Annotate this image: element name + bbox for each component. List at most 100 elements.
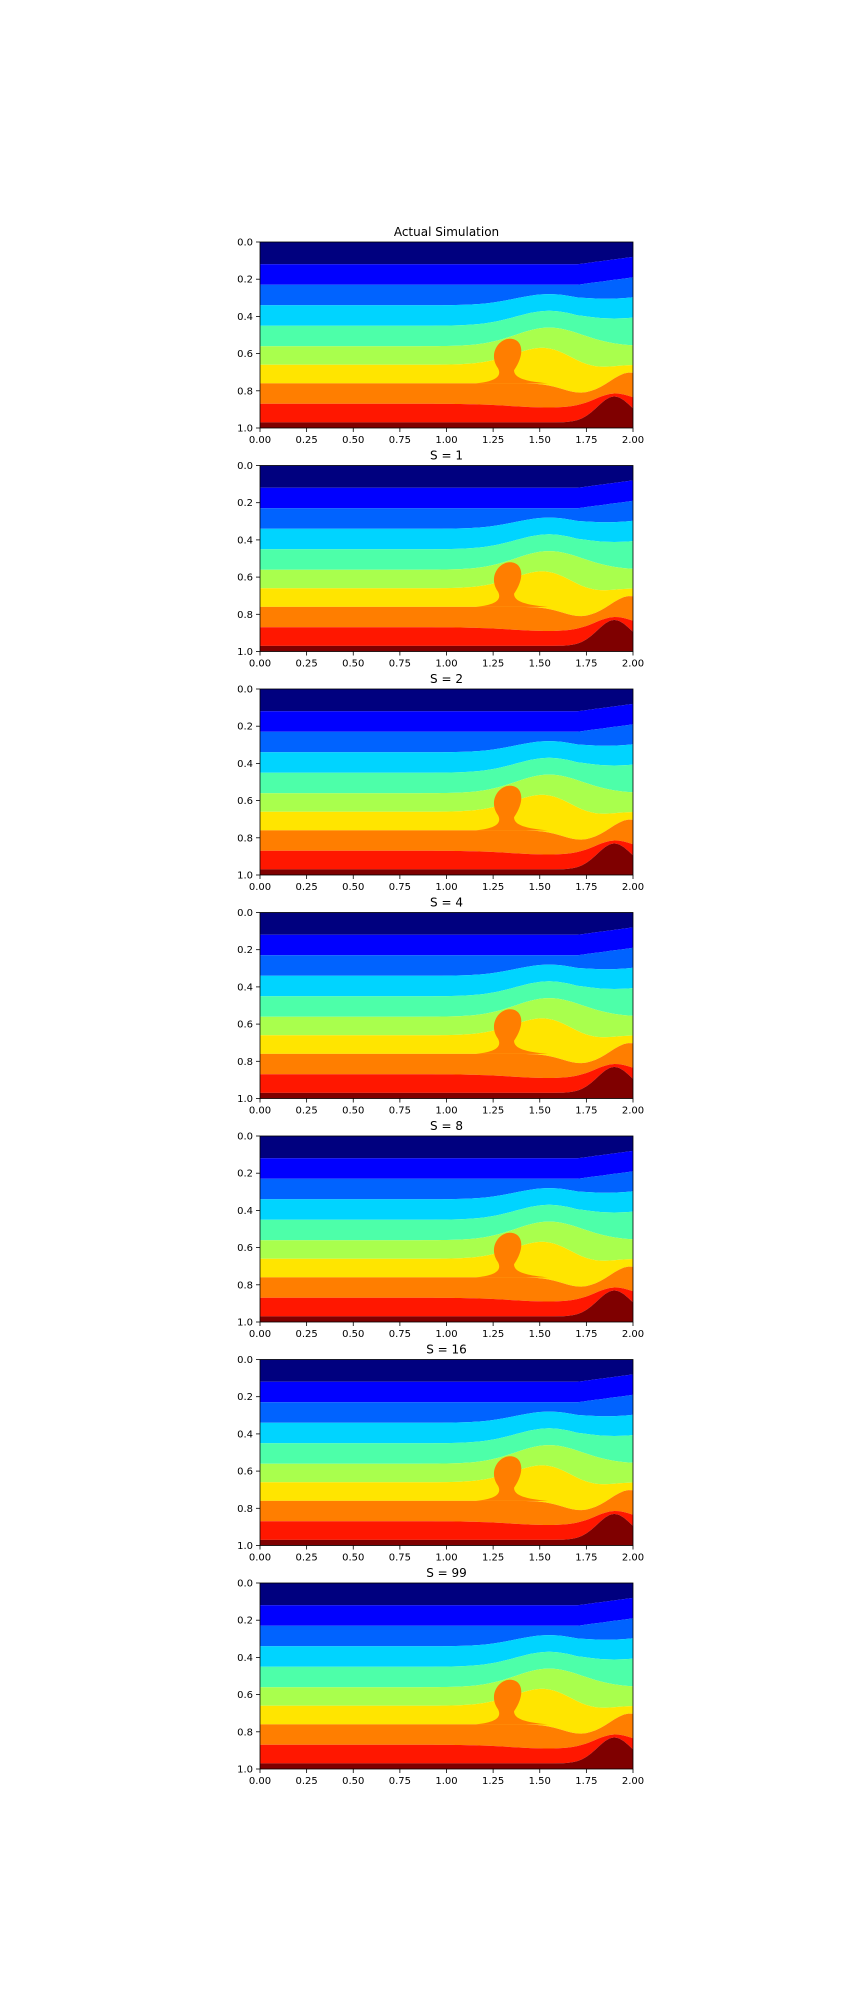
x-tick-label: 0.50 (342, 659, 364, 670)
x-tick-label: 0.50 (342, 1329, 364, 1340)
contour-band-6 (260, 774, 633, 814)
contour-band-3 (260, 277, 633, 306)
subplot-2: S = 1 0.00 0.25 0.50 0.75 1.00 1.25 1.50 1.75 2.0… (237, 449, 644, 670)
contour-bands (260, 912, 633, 1099)
contour-band-8 (260, 372, 633, 408)
x-tick-label: 0.75 (389, 435, 411, 446)
y-tick-label: 0.2 (237, 498, 253, 509)
y-tick-label: 0.2 (237, 275, 253, 286)
contour-band-6 (260, 1668, 633, 1708)
x-tick-label: 1.00 (435, 1776, 457, 1787)
x-tick-label: 2.00 (622, 1106, 644, 1117)
y-tick-label: 1.0 (237, 424, 253, 435)
x-tick-label: 0.50 (342, 1106, 364, 1117)
x-tick-label: 0.75 (389, 1329, 411, 1340)
x-tick-label: 1.00 (435, 1106, 457, 1117)
x-tick-label: 1.75 (575, 1329, 597, 1340)
x-tick-label: 1.00 (435, 1553, 457, 1564)
x-tick-label: 0.75 (389, 1106, 411, 1117)
contour-band-9 (260, 393, 633, 423)
plume (476, 1232, 549, 1278)
contour-band-9 (260, 1064, 633, 1093)
contour-band-6 (260, 327, 633, 367)
y-tick-label: 0.6 (237, 1690, 253, 1701)
contour-band-1 (260, 242, 633, 265)
x-tick-label: 1.75 (575, 882, 597, 893)
x-tick-label: 0.00 (249, 1776, 271, 1787)
x-tick-label: 1.50 (529, 659, 551, 670)
y-tick-label: 0.4 (237, 535, 253, 546)
y-tick-label: 0.8 (237, 386, 253, 397)
y-tick-label: 0.8 (237, 610, 253, 621)
contour-band-4 (260, 964, 633, 997)
y-tick-label: 0.4 (237, 312, 253, 323)
x-tick-label: 1.25 (482, 1553, 504, 1564)
contour-bands (260, 1136, 633, 1322)
subplot-5: S = 8 0.00 0.25 0.50 0.75 1.00 1.25 1.50 1.75 2.0… (237, 1119, 644, 1340)
x-tick-label: 1.75 (575, 659, 597, 670)
x-tick-label: 1.50 (529, 435, 551, 446)
y-tick-label: 0.0 (237, 1355, 253, 1366)
plume (476, 338, 549, 384)
contour-band-2 (260, 1150, 633, 1179)
contour-band-2 (260, 256, 633, 285)
subplot-title: S = 1 (430, 449, 463, 463)
x-tick-label: 0.00 (249, 882, 271, 893)
contour-band-8 (260, 819, 633, 855)
contour-band-2 (260, 480, 633, 509)
x-tick-label: 1.25 (482, 435, 504, 446)
x-tick-label: 1.25 (482, 1329, 504, 1340)
contour-band-2 (260, 927, 633, 956)
y-tick-label: 0.8 (237, 1504, 253, 1515)
contour-band-3 (260, 1394, 633, 1423)
contour-band-1 (260, 1136, 633, 1159)
y-tick-label: 0.6 (237, 1020, 253, 1031)
subplot-3: S = 2 0.00 0.25 0.50 0.75 1.00 1.25 1.50 1.75 2.0… (237, 672, 644, 893)
contour-band-7 (260, 1688, 633, 1734)
y-tick-label: 0.4 (237, 1653, 253, 1664)
plume (476, 1679, 549, 1725)
y-tick-label: 0.6 (237, 349, 253, 360)
subplot-6: S = 16 0.00 0.25 0.50 0.75 1.00 1.25 1.50 1.75 2.… (237, 1343, 644, 1564)
x-tick-label: 0.75 (389, 882, 411, 893)
x-tick-label: 0.50 (342, 1776, 364, 1787)
contour-band-1 (260, 689, 633, 712)
contour-band-3 (260, 1618, 633, 1647)
subplot-title: S = 8 (430, 1119, 463, 1133)
contour-band-6 (260, 551, 633, 591)
x-tick-label: 0.50 (342, 435, 364, 446)
y-tick-label: 0.8 (237, 1280, 253, 1291)
x-tick-label: 1.25 (482, 882, 504, 893)
contour-band-1 (260, 465, 633, 488)
x-tick-label: 2.00 (622, 882, 644, 893)
y-tick-label: 1.0 (237, 871, 253, 882)
y-tick-label: 0.2 (237, 1392, 253, 1403)
subplot-title: Actual Simulation (394, 225, 499, 239)
subplot-7: S = 99 0.00 0.25 0.50 0.75 1.00 1.25 1.50 1.75 2.… (237, 1566, 644, 1787)
contour-band-1 (260, 1359, 633, 1382)
contour-band-10 (260, 843, 633, 875)
contour-band-10 (260, 619, 633, 652)
y-tick-label: 1.0 (237, 1541, 253, 1552)
y-tick-label: 1.0 (237, 1318, 253, 1329)
subplot-4: S = 4 0.00 0.25 0.50 0.75 1.00 1.25 1.50 1.75 2.0… (237, 896, 644, 1117)
x-tick-label: 0.50 (342, 1553, 364, 1564)
x-tick-label: 0.00 (249, 1106, 271, 1117)
contour-band-10 (260, 1290, 633, 1322)
x-tick-label: 1.50 (529, 1553, 551, 1564)
contour-band-10 (260, 1737, 633, 1769)
contour-band-4 (260, 517, 633, 550)
contour-band-5 (260, 1428, 633, 1464)
contour-band-7 (260, 1018, 633, 1064)
contour-band-8 (260, 1490, 633, 1525)
plume (476, 562, 549, 607)
x-tick-label: 0.25 (295, 1329, 317, 1340)
y-tick-label: 0.8 (237, 1057, 253, 1068)
contour-band-10 (260, 396, 633, 428)
y-tick-label: 1.0 (237, 1765, 253, 1776)
y-tick-label: 1.0 (237, 1094, 253, 1105)
x-tick-label: 1.75 (575, 1106, 597, 1117)
x-tick-label: 1.75 (575, 435, 597, 446)
x-tick-label: 1.25 (482, 1776, 504, 1787)
contour-band-7 (260, 794, 633, 840)
